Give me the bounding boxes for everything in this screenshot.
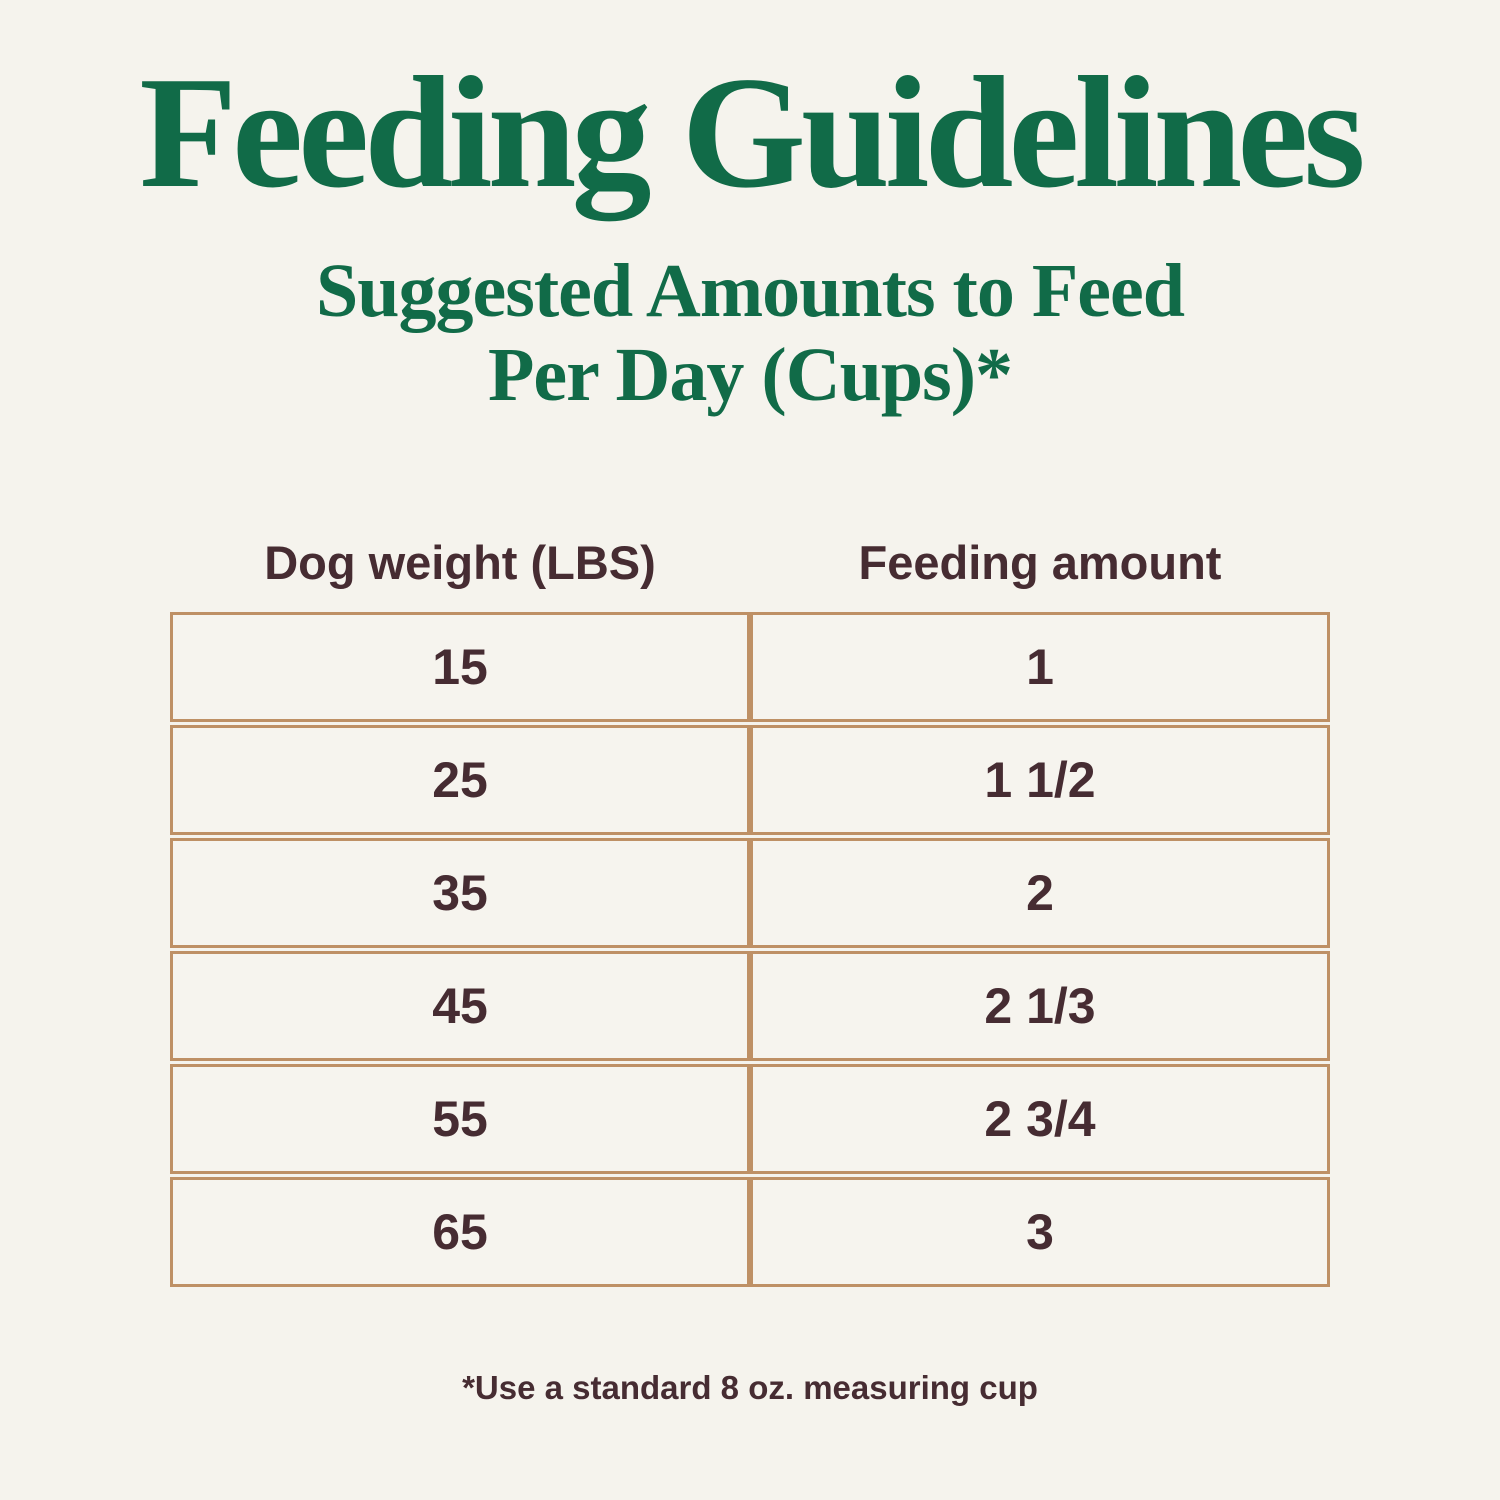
measuring-cup-footnote: *Use a standard 8 oz. measuring cup xyxy=(462,1369,1038,1407)
amount-cell: 2 3/4 xyxy=(750,1064,1330,1175)
amount-cell: 2 1/3 xyxy=(750,951,1330,1062)
amount-cell: 3 xyxy=(750,1177,1330,1288)
page-subtitle: Suggested Amounts to Feed Per Day (Cups)… xyxy=(0,249,1500,417)
feeding-table: 15 1 25 1 1/2 35 2 45 2 1/3 55 2 3/4 65 … xyxy=(170,612,1330,1288)
weight-cell: 55 xyxy=(170,1064,750,1175)
column-header-dog-weight: Dog weight (LBS) xyxy=(264,536,656,590)
weight-cell: 45 xyxy=(170,951,750,1062)
weight-cell: 65 xyxy=(170,1177,750,1288)
amount-cell: 1 1/2 xyxy=(750,725,1330,836)
table-header-row: Dog weight (LBS) Feeding amount xyxy=(170,535,1330,590)
weight-cell: 15 xyxy=(170,612,750,723)
subtitle-line-1: Suggested Amounts to Feed xyxy=(315,249,1185,333)
weight-cell: 25 xyxy=(170,725,750,836)
weight-cell: 35 xyxy=(170,838,750,949)
feeding-table-section: Dog weight (LBS) Feeding amount 15 1 25 … xyxy=(170,535,1330,1288)
subtitle-line-2: Per Day (Cups)* xyxy=(487,332,1013,417)
column-header-feeding-amount: Feeding amount xyxy=(858,536,1222,590)
amount-cell: 2 xyxy=(750,838,1330,949)
page-title: Feeding Guidelines xyxy=(139,43,1365,221)
amount-cell: 1 xyxy=(750,612,1330,723)
